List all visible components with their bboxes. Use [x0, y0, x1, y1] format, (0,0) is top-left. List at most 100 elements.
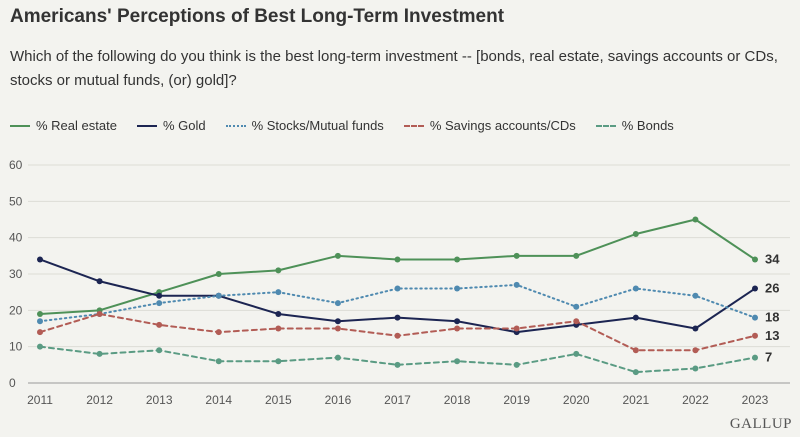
- data-point: [275, 310, 282, 317]
- data-point: [632, 369, 639, 376]
- data-point: [454, 358, 461, 365]
- data-point: [37, 310, 43, 317]
- legend-swatch: [403, 124, 424, 127]
- y-tick-label: 50: [9, 194, 23, 208]
- data-point: [215, 329, 222, 336]
- data-point: [334, 318, 341, 325]
- legend-item: % Stocks/Mutual funds: [225, 118, 384, 133]
- data-point: [394, 332, 401, 339]
- end-value-label: 7: [765, 350, 772, 365]
- data-point: [275, 289, 282, 296]
- legend-swatch: [595, 124, 616, 127]
- legend-label: % Stocks/Mutual funds: [251, 118, 384, 133]
- legend-swatch: [136, 124, 157, 127]
- legend-label: % Bonds: [621, 118, 674, 133]
- chart-legend: % Real estate % Gold % Stocks/Mutual funds…: [10, 118, 674, 133]
- data-point: [454, 285, 461, 292]
- data-point: [334, 300, 341, 307]
- data-point: [692, 292, 699, 299]
- data-point: [334, 325, 341, 332]
- legend-item: % Gold: [136, 118, 206, 133]
- data-point: [752, 354, 758, 361]
- data-point: [96, 310, 103, 317]
- end-value-label: 26: [765, 281, 779, 296]
- x-tick-label: 2021: [622, 393, 649, 407]
- x-tick-label: 2023: [742, 393, 769, 407]
- data-point: [394, 256, 401, 263]
- data-point: [692, 216, 699, 223]
- data-point: [573, 350, 580, 357]
- data-point: [37, 329, 43, 336]
- data-point: [632, 314, 639, 321]
- data-point: [513, 281, 520, 288]
- legend-swatch: [10, 124, 30, 127]
- y-tick-label: 40: [9, 231, 23, 245]
- legend-label: % Real estate: [36, 118, 117, 133]
- end-value-label: 13: [765, 328, 779, 343]
- data-point: [454, 318, 461, 325]
- data-point: [334, 252, 341, 259]
- x-tick-label: 2020: [563, 393, 590, 407]
- data-point: [513, 252, 520, 259]
- data-point: [573, 303, 580, 310]
- data-point: [692, 325, 699, 332]
- x-tick-label: 2012: [86, 393, 113, 407]
- data-point: [37, 256, 43, 263]
- data-point: [215, 271, 222, 277]
- x-tick-label: 2013: [146, 393, 173, 407]
- data-point: [215, 292, 222, 299]
- x-tick-label: 2022: [682, 393, 709, 407]
- y-tick-label: 20: [9, 303, 23, 317]
- x-tick-label: 2018: [444, 393, 471, 407]
- x-tick-label: 2011: [27, 393, 53, 407]
- legend-label: % Gold: [162, 118, 206, 133]
- series-line: [39, 218, 756, 315]
- data-point: [37, 318, 43, 325]
- data-point: [37, 343, 43, 350]
- y-tick-label: 30: [9, 267, 23, 281]
- data-point: [692, 365, 699, 372]
- data-point: [215, 358, 222, 365]
- data-point: [632, 347, 639, 354]
- data-point: [632, 285, 639, 292]
- data-point: [513, 325, 520, 332]
- legend-swatch: [225, 124, 246, 127]
- data-point: [752, 285, 758, 292]
- data-point: [692, 347, 699, 354]
- data-point: [275, 325, 282, 332]
- data-point: [334, 354, 341, 361]
- y-tick-label: 60: [9, 158, 23, 172]
- x-tick-label: 2017: [384, 393, 411, 407]
- legend-item: % Bonds: [595, 118, 674, 133]
- data-point: [752, 332, 758, 339]
- data-point: [513, 361, 520, 368]
- chart-title: Americans' Perceptions of Best Long-Term…: [10, 6, 505, 27]
- data-point: [156, 300, 163, 307]
- data-point: [394, 361, 401, 368]
- data-point: [275, 358, 282, 365]
- x-tick-label: 2016: [325, 393, 352, 407]
- data-point: [156, 292, 163, 299]
- data-point: [752, 256, 758, 263]
- y-tick-label: 0: [9, 376, 16, 390]
- y-tick-label: 10: [9, 340, 23, 354]
- data-point: [454, 256, 461, 263]
- data-point: [573, 252, 580, 259]
- x-tick-label: 2014: [205, 393, 232, 407]
- data-point: [275, 267, 282, 274]
- data-point: [394, 314, 401, 321]
- data-point: [156, 321, 163, 328]
- legend-label: % Savings accounts/CDs: [429, 118, 576, 133]
- gallup-logo: GALLUP: [729, 416, 792, 432]
- end-value-label: 18: [765, 310, 779, 325]
- data-point: [156, 347, 163, 354]
- x-tick-label: 2019: [503, 393, 530, 407]
- data-point: [394, 285, 401, 292]
- end-value-label: 34: [765, 251, 780, 266]
- legend-item: % Savings accounts/CDs: [403, 118, 576, 133]
- data-point: [96, 278, 103, 285]
- data-point: [573, 318, 580, 325]
- data-point: [752, 314, 758, 321]
- data-point: [632, 231, 639, 238]
